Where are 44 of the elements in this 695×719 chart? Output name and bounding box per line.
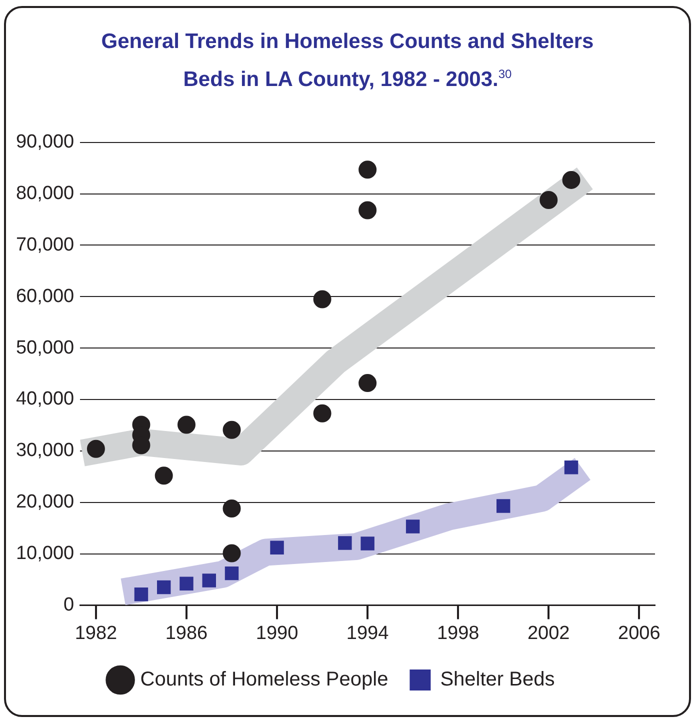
y-tick-label: 30,000 <box>16 440 74 462</box>
x-tick-label: 2006 <box>618 622 660 644</box>
point <box>222 500 241 518</box>
point <box>358 374 377 392</box>
x-tick-label: 2002 <box>527 622 570 644</box>
point <box>222 544 241 562</box>
point <box>313 404 332 422</box>
y-tick-label: 50,000 <box>16 337 74 358</box>
x-tick-label: 1990 <box>256 622 298 644</box>
point <box>406 520 420 534</box>
point <box>86 440 105 458</box>
x-tick-label: 1986 <box>165 622 208 644</box>
y-tick-label: 40,000 <box>16 388 74 410</box>
legend-label: Shelter Beds <box>440 668 555 691</box>
point <box>496 499 510 513</box>
point <box>540 190 558 209</box>
point <box>358 160 377 179</box>
y-tick-label: 70,000 <box>16 234 74 256</box>
point <box>156 580 171 594</box>
y-tick-label: 90,000 <box>16 132 74 153</box>
point <box>358 201 377 220</box>
x-tick-label: 1994 <box>346 622 390 644</box>
point <box>360 536 374 550</box>
point <box>222 420 241 439</box>
point <box>202 574 216 588</box>
point <box>224 566 239 580</box>
y-tick-label: 0 <box>64 594 74 616</box>
point <box>177 416 196 434</box>
point <box>564 460 578 474</box>
point <box>270 540 284 554</box>
chart-title: General Trends in Homeless Counts and Shelters Beds in LA County, 1982 - 2003.$^{30}$ <box>100 29 595 93</box>
legend-label: Counts of Homeless People <box>140 668 388 691</box>
point <box>562 170 580 189</box>
point <box>180 576 194 590</box>
x-tick-label: 1998 <box>436 622 480 644</box>
y-tick-label: 80,000 <box>16 183 74 204</box>
point <box>154 466 173 485</box>
point <box>338 536 352 550</box>
point <box>134 588 148 602</box>
point <box>313 290 332 308</box>
y-tick-label: 10,000 <box>16 543 74 564</box>
x-tick-label: 1982 <box>74 622 118 644</box>
y-tick-label: 60,000 <box>16 286 74 307</box>
y-tick-label: 20,000 <box>16 492 74 513</box>
